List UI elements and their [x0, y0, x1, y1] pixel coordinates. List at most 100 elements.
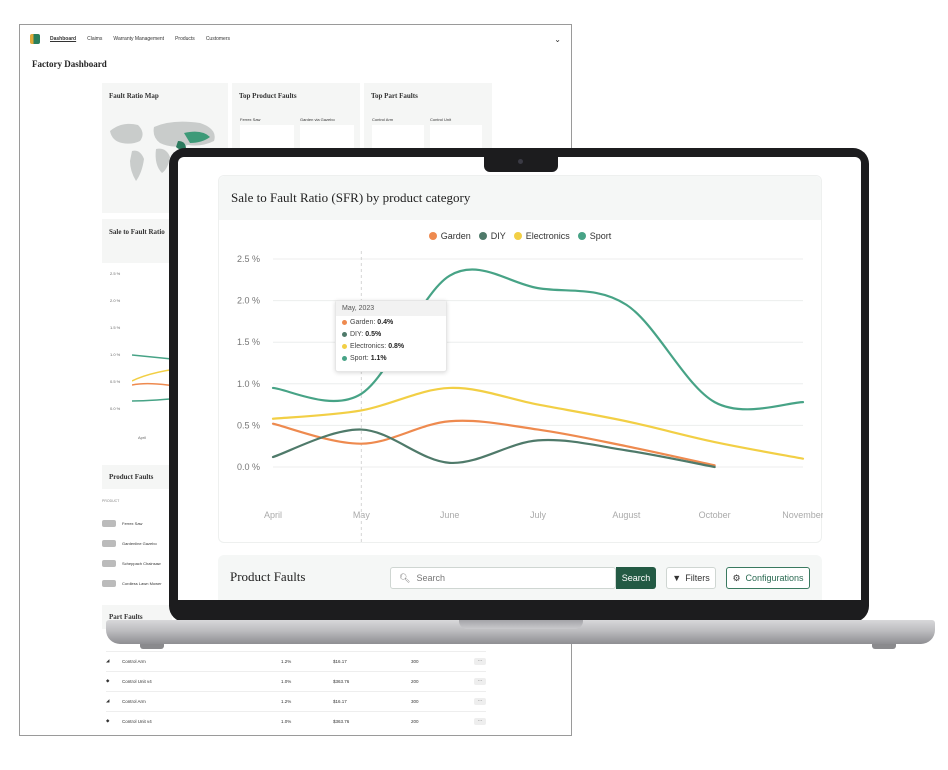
configurations-button[interactable]: ⚙ Configurations	[726, 567, 810, 589]
product-faults-panel: Product Faults 🔍︎ Search Search ▼ Filter…	[218, 555, 822, 600]
top-part-faults-title: Top Part Faults	[371, 92, 418, 100]
legend-label: DIY	[490, 231, 506, 241]
tooltip-value: 0.8%	[388, 342, 405, 350]
bg-product-faults-header: Product Faults	[102, 465, 172, 489]
x-tick-label: August	[612, 510, 641, 520]
filters-button[interactable]: ▼ Filters	[666, 567, 716, 589]
tooltip-row-garden: Garden: 0.4%	[336, 316, 446, 328]
legend-item-sport[interactable]: Sport	[577, 231, 612, 241]
part-ratio: 1.0%	[281, 719, 292, 724]
part-ratio: 1.0%	[281, 679, 292, 684]
tooltip-row-sport: Sport: 1.1%	[336, 352, 446, 364]
y-tick-label: 2.0 %	[237, 296, 260, 306]
list-item[interactable]: Gardenline Gazebo	[102, 533, 162, 553]
list-item[interactable]: Ferrex Saw	[102, 513, 162, 533]
chart-title: Sale to Fault Ratio (SFR) by product cat…	[219, 176, 821, 220]
part-qty: 300	[411, 659, 419, 664]
legend-dot	[342, 331, 347, 337]
top-navigation: Dashboard Claims Warranty Management Pro…	[20, 25, 571, 53]
legend-item-garden[interactable]: Garden	[428, 231, 471, 241]
top-part-label: Control Arm	[372, 117, 394, 122]
nav-warranty-management[interactable]: Warranty Management	[113, 36, 165, 42]
control-arm-icon: ◢	[106, 697, 110, 703]
list-item-label: Cordless Lawn Mower	[122, 580, 162, 586]
legend-item-diy[interactable]: DIY	[478, 231, 506, 241]
legend-dot	[513, 232, 522, 240]
table-row[interactable]: ◢ Control Arm 1.2% $16.17 300 ···	[106, 691, 486, 711]
search-button[interactable]: Search	[616, 567, 656, 589]
part-name: Control Unit v4	[122, 679, 152, 684]
table-row[interactable]: ◢ Control Arm 1.2% $16.17 300 ···	[106, 651, 486, 671]
part-ratio: 1.2%	[281, 699, 292, 704]
x-tick-label: November	[782, 510, 823, 520]
tooltip-label: Sport:	[350, 354, 369, 362]
tooltip-value: 0.4%	[377, 318, 394, 326]
legend-item-electronics[interactable]: Electronics	[513, 231, 570, 241]
list-item[interactable]: Scheppach Chainsaw	[102, 553, 162, 573]
series-line-diy	[271, 428, 716, 469]
product-icon	[102, 539, 116, 547]
chart-legend: Garden DIY Electronics Sport	[219, 231, 821, 241]
configurations-label: Configurations	[745, 573, 804, 583]
legend-label: Electronics	[525, 231, 570, 241]
x-tick-label: April	[264, 510, 282, 520]
more-options-icon[interactable]: ···	[474, 698, 486, 705]
series-line-electronics	[271, 386, 805, 460]
search-input[interactable]: 🔍︎ Search	[390, 567, 616, 589]
list-item-label: Gardenline Gazebo	[122, 540, 157, 546]
nav-claims[interactable]: Claims	[87, 36, 103, 42]
legend-dot	[478, 232, 487, 240]
bg-y-tick: 0.5 %	[110, 379, 121, 384]
bg-y-tick: 2.0 %	[110, 298, 121, 303]
tooltip-row-electronics: Electronics: 0.8%	[336, 340, 446, 352]
table-row[interactable]: ◆ Control Unit v4 1.0% $363.76 200 ···	[106, 671, 486, 691]
series-line-sport	[271, 268, 805, 411]
page-title: Factory Dashboard	[32, 59, 107, 69]
bg-x-tick: April	[138, 435, 147, 440]
legend-label: Garden	[440, 231, 471, 241]
bg-chart-title: Sale to Fault Ratio	[109, 228, 165, 236]
bg-y-tick: 1.5 %	[110, 325, 121, 330]
chevron-down-icon[interactable]: ⌄	[554, 35, 561, 44]
product-icon	[102, 559, 116, 567]
x-tick-label: October	[699, 510, 731, 520]
more-options-icon[interactable]: ···	[474, 718, 486, 725]
tooltip-label: Garden:	[350, 318, 376, 326]
tooltip-value: 0.5%	[365, 330, 382, 338]
nav-dashboard[interactable]: Dashboard	[50, 36, 77, 42]
fault-ratio-map-title: Fault Ratio Map	[109, 92, 159, 100]
bg-y-tick: 1.0 %	[110, 352, 121, 357]
y-tick-label: 0.5 %	[237, 420, 260, 430]
filters-label: Filters	[685, 573, 710, 583]
part-name: Control Arm	[122, 699, 146, 704]
legend-dot	[342, 355, 347, 361]
control-unit-icon: ◆	[106, 677, 110, 683]
top-product-label: Garden via Gazebo	[300, 117, 335, 122]
bg-chart-header: Sale to Fault Ratio	[102, 219, 172, 263]
series-line-garden	[271, 419, 716, 467]
more-options-icon[interactable]: ···	[474, 658, 486, 665]
part-ratio: 1.2%	[281, 659, 292, 664]
part-name: Control Unit v4	[122, 719, 152, 724]
chart-tooltip: May, 2023 Garden: 0.4% DIY: 0.5% Electroni…	[335, 300, 447, 372]
sfr-line-chart[interactable]: 2.5 %2.0 %1.5 %1.0 %0.5 %0.0 %April May Ju…	[219, 176, 823, 544]
list-item[interactable]: Cordless Lawn Mower	[102, 573, 162, 593]
control-unit-icon: ◆	[106, 717, 110, 723]
search-placeholder: Search	[416, 573, 445, 583]
part-qty: 200	[411, 679, 419, 684]
bg-product-faults-title: Product Faults	[109, 473, 154, 481]
nav-customers[interactable]: Customers	[205, 36, 230, 42]
nav-products[interactable]: Products	[175, 36, 195, 42]
table-row[interactable]: ◆ Control Unit v4 1.0% $363.76 200 ···	[106, 711, 486, 731]
x-tick-label: June	[440, 510, 460, 520]
app-logo	[30, 34, 40, 44]
legend-dot	[342, 319, 347, 325]
list-item-label: Scheppach Chainsaw	[122, 560, 161, 566]
tooltip-date: May, 2023	[336, 301, 446, 316]
tooltip-label: DIY:	[350, 330, 364, 338]
top-part-label: Control Unit	[430, 117, 452, 122]
more-options-icon[interactable]: ···	[474, 678, 486, 685]
bg-y-tick: 0.0 %	[110, 406, 121, 411]
legend-label: Sport	[589, 231, 612, 241]
legend-dot	[577, 232, 586, 240]
